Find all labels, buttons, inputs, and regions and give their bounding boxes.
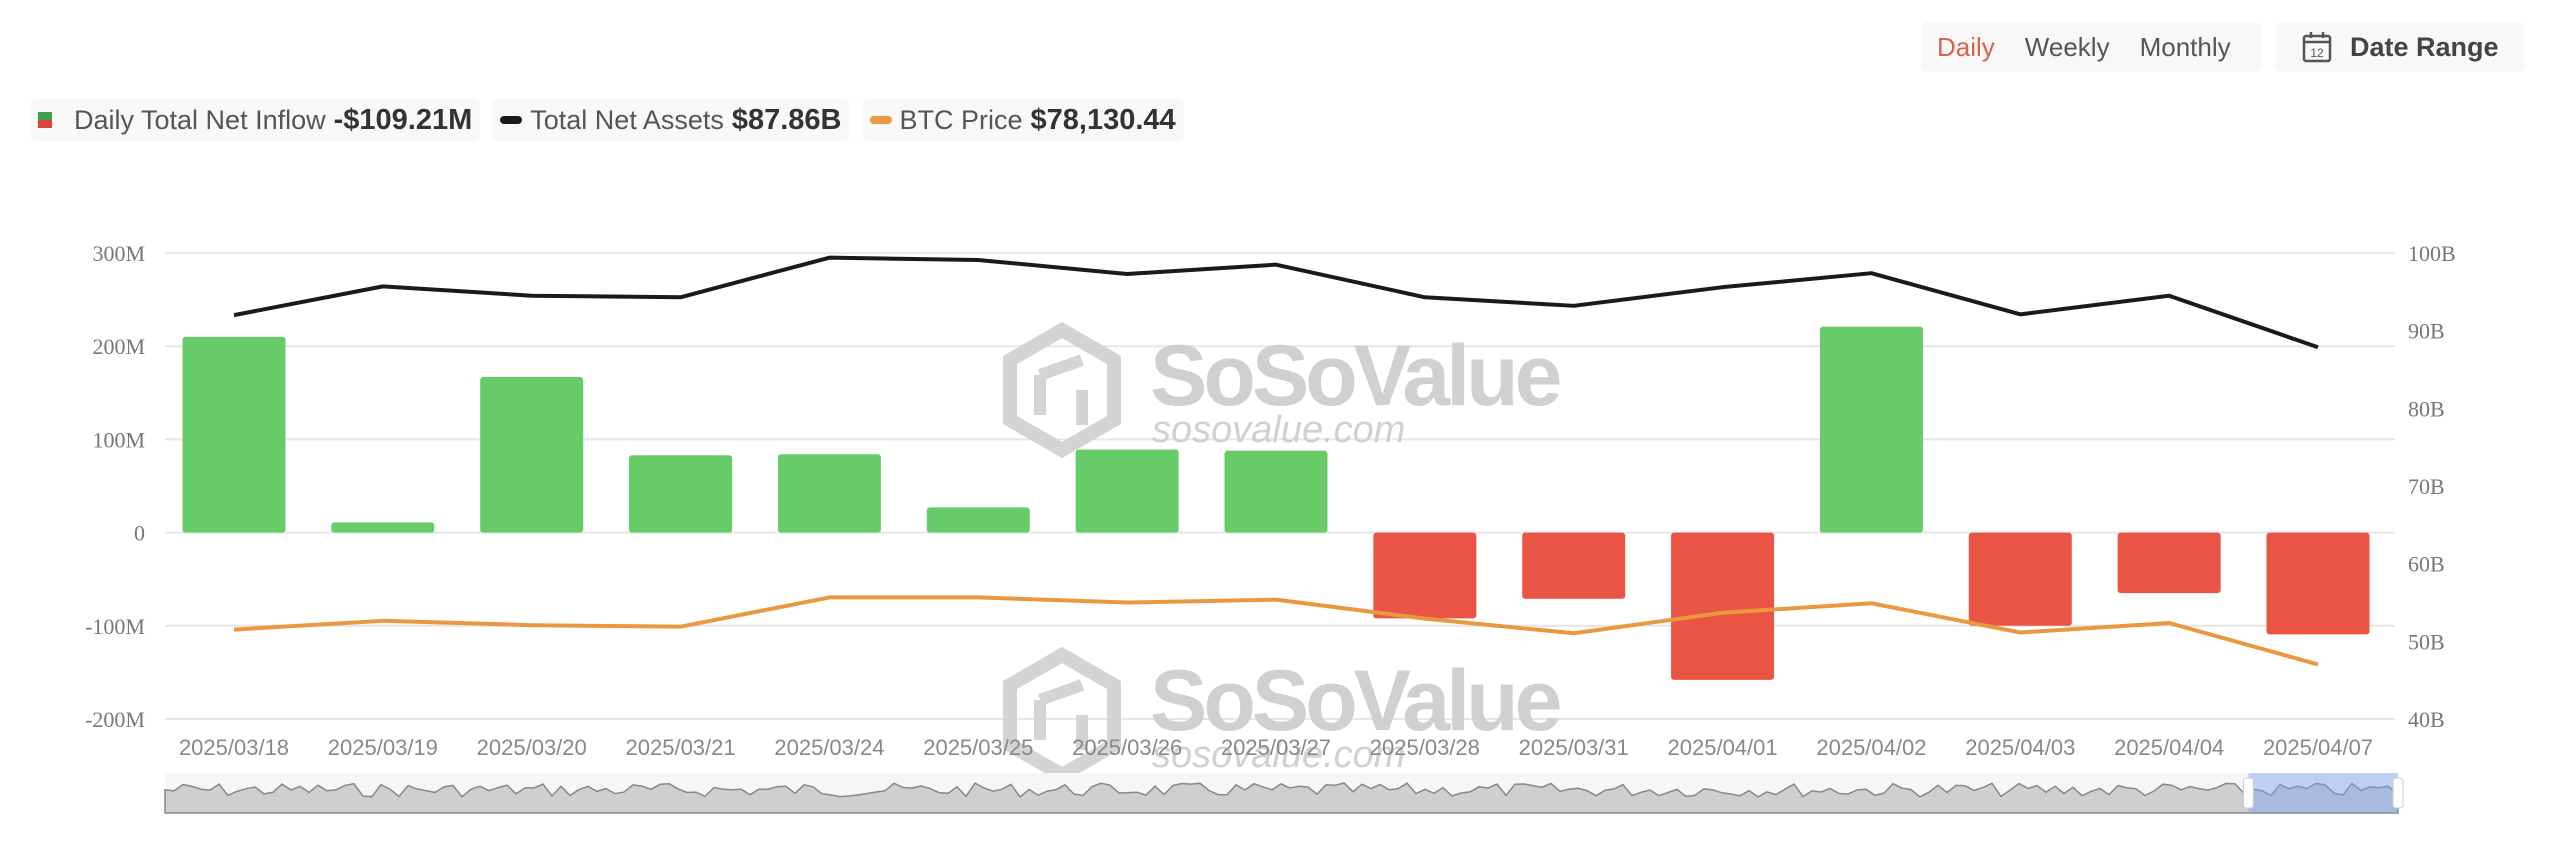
inflow-bar[interactable] bbox=[629, 455, 733, 533]
toggle-weekly[interactable]: Weekly bbox=[2024, 31, 2110, 62]
bar-swatch-icon bbox=[38, 112, 52, 128]
x-axis-tick: 2025/03/19 bbox=[328, 735, 438, 760]
watermark: SoSoValuesosovalue.comSoSoValuesosovalue… bbox=[1003, 321, 1564, 784]
left-axis: 300M 200M 100M 0 -100M -200M bbox=[85, 241, 145, 732]
right-axis-tick: 60B bbox=[2408, 552, 2445, 577]
right-axis: 100B 90B 80B 70B 60B 50B 40B bbox=[2408, 241, 2456, 732]
inflow-bar[interactable] bbox=[1075, 449, 1179, 533]
right-axis-tick: 40B bbox=[2408, 707, 2445, 732]
legend-label: BTC Price bbox=[899, 104, 1023, 135]
svg-text:sosovalue.com: sosovalue.com bbox=[1152, 734, 1405, 776]
right-axis-tick: 100B bbox=[2408, 241, 2456, 266]
legend-label: Total Net Assets bbox=[530, 104, 724, 135]
legend-value: $78,130.44 bbox=[1030, 103, 1176, 136]
x-axis-tick: 2025/03/28 bbox=[1370, 735, 1480, 760]
line-swatch-icon bbox=[869, 116, 892, 124]
inflow-bar[interactable] bbox=[331, 522, 435, 533]
left-axis-tick: -100M bbox=[85, 614, 145, 639]
inflow-bar[interactable] bbox=[1522, 532, 1626, 599]
svg-text:SoSoValue: SoSoValue bbox=[1150, 653, 1560, 749]
legend-label: Daily Total Net Inflow bbox=[74, 104, 326, 135]
x-axis-tick: 2025/04/03 bbox=[1965, 735, 2075, 760]
net-inflow-bars bbox=[182, 326, 2370, 680]
x-axis-tick: 2025/04/02 bbox=[1816, 735, 1926, 760]
date-range-button[interactable]: 12 Date Range bbox=[2276, 22, 2524, 72]
x-axis-tick: 2025/03/31 bbox=[1519, 735, 1629, 760]
inflow-bar[interactable] bbox=[2266, 532, 2370, 635]
navigator-handle[interactable] bbox=[2392, 777, 2404, 809]
left-axis-tick: 100M bbox=[92, 427, 145, 452]
svg-text:SoSoValue: SoSoValue bbox=[1150, 328, 1560, 424]
x-axis-tick: 2025/03/25 bbox=[923, 735, 1033, 760]
calendar-icon: 12 bbox=[2302, 32, 2332, 63]
legend-btc-price[interactable]: BTC Price $78,130.44 bbox=[861, 99, 1184, 141]
navigator-handle[interactable] bbox=[2242, 777, 2254, 809]
legend-value: -$109.21M bbox=[333, 103, 473, 136]
x-axis-tick: 2025/03/18 bbox=[179, 735, 289, 760]
inflow-bar[interactable] bbox=[777, 454, 881, 533]
inflow-bar[interactable] bbox=[1819, 326, 1923, 533]
chart-legend: Daily Total Net Inflow -$109.21M Total N… bbox=[30, 99, 1184, 141]
x-axis: 2025/03/18 2025/03/19 2025/03/20 2025/03/21… bbox=[179, 735, 2373, 760]
inflow-bar[interactable] bbox=[182, 336, 286, 533]
right-axis-tick: 50B bbox=[2408, 629, 2445, 654]
inflow-bar[interactable] bbox=[1224, 450, 1328, 533]
x-axis-tick: 2025/04/07 bbox=[2263, 735, 2373, 760]
svg-text:12: 12 bbox=[2310, 46, 2324, 60]
x-axis-tick: 2025/03/24 bbox=[774, 735, 884, 760]
inflow-bar[interactable] bbox=[1671, 532, 1775, 680]
x-axis-tick: 2025/04/04 bbox=[2114, 735, 2224, 760]
toggle-monthly[interactable]: Monthly bbox=[2139, 31, 2231, 62]
range-navigator bbox=[164, 773, 2404, 814]
left-axis-tick: -200M bbox=[85, 707, 145, 732]
inflow-bar[interactable] bbox=[926, 507, 1030, 533]
x-axis-tick: 2025/03/21 bbox=[626, 735, 736, 760]
left-axis-tick: 300M bbox=[92, 241, 145, 266]
inflow-bar[interactable] bbox=[480, 376, 584, 533]
x-axis-tick: 2025/04/01 bbox=[1668, 735, 1778, 760]
right-axis-tick: 70B bbox=[2408, 474, 2445, 499]
inflow-bar[interactable] bbox=[1373, 532, 1477, 619]
left-axis-tick: 0 bbox=[134, 521, 145, 546]
right-axis-tick: 80B bbox=[2408, 396, 2445, 421]
legend-value: $87.86B bbox=[731, 103, 842, 136]
navigator-selection[interactable] bbox=[2248, 773, 2398, 813]
date-range-label: Date Range bbox=[2350, 31, 2499, 62]
navigator-preview bbox=[164, 782, 2399, 814]
legend-net-inflow[interactable]: Daily Total Net Inflow -$109.21M bbox=[30, 99, 481, 141]
x-axis-tick: 2025/03/20 bbox=[477, 735, 587, 760]
left-axis-tick: 200M bbox=[92, 334, 145, 359]
inflow-bar[interactable] bbox=[1968, 532, 2072, 626]
line-swatch-icon bbox=[500, 116, 523, 124]
btc-price-line bbox=[233, 595, 2319, 667]
x-axis-tick: 2025/03/26 bbox=[1072, 735, 1182, 760]
right-axis-tick: 90B bbox=[2408, 319, 2445, 344]
toggle-daily[interactable]: Daily bbox=[1937, 31, 1995, 62]
inflow-bar[interactable] bbox=[2117, 532, 2221, 594]
legend-total-net-assets[interactable]: Total Net Assets $87.86B bbox=[492, 99, 850, 141]
svg-text:sosovalue.com: sosovalue.com bbox=[1152, 409, 1405, 451]
period-toggle-group: Daily Weekly Monthly bbox=[1921, 22, 2261, 72]
total-net-assets-line bbox=[233, 255, 2319, 350]
x-axis-tick: 2025/03/27 bbox=[1221, 735, 1331, 760]
